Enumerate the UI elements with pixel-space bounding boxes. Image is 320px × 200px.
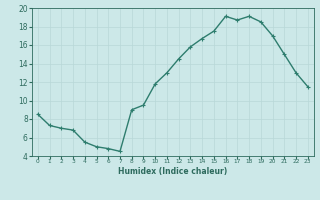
X-axis label: Humidex (Indice chaleur): Humidex (Indice chaleur) [118,167,228,176]
